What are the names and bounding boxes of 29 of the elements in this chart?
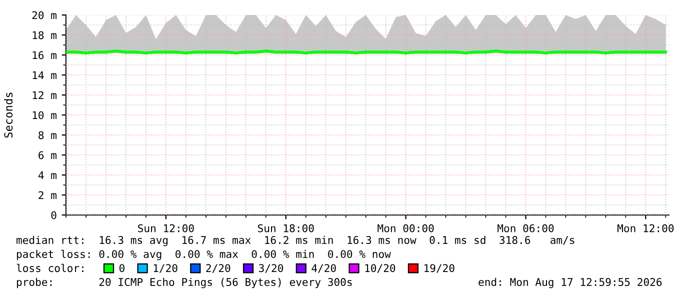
text: packet loss: 0.00 % avg 0.00 % max 0.00 % min 0.00 % now (16, 250, 391, 260)
y-tick-label: 20 m (32, 11, 56, 20)
legend-label: 19/20 (424, 264, 454, 273)
y-tick-label: 18 m (32, 31, 56, 40)
x-tick-label: Mon 06:00 (498, 224, 554, 232)
x-tick-label: Mon 12:00 (618, 224, 674, 232)
y-tick-label: 4 m (38, 171, 56, 180)
y-tick-label: 8 m (38, 131, 56, 140)
legend-label: 3/20 (259, 264, 284, 273)
y-tick-label: 12 m (32, 91, 56, 100)
legend-label: 1/20 (154, 264, 178, 273)
legend-label: 4/20 (312, 264, 336, 273)
text: probe: 20 ICMP Echo Pings (56 Bytes) every 300s (16, 278, 352, 288)
x-tick-label: Mon 00:00 (378, 224, 434, 232)
legend-title: loss color: (16, 264, 84, 272)
y-axis-title: Seconds (4, 92, 13, 138)
x-tick-label: Sun 18:00 (258, 224, 314, 232)
x-tick-label: Sun 12:00 (138, 224, 194, 232)
y-tick-label: 16 m (32, 51, 56, 60)
y-tick-label: 6 m (38, 151, 56, 160)
legend-label: 0 (119, 264, 124, 272)
y-tick-label: 10 m (32, 111, 56, 120)
y-tick-label: 2 m (38, 191, 56, 200)
legend-label: 2/20 (206, 264, 230, 273)
y-tick-label: 14 m (32, 71, 56, 80)
text: end: Mon Aug 17 12:59:55 2026 (478, 278, 662, 288)
y-tick-label: 0 (51, 211, 56, 220)
legend-label: 10/20 (365, 264, 396, 273)
text: median rtt: 16.3 ms avg 16.7 ms max 16.2 ms min 16.3 ms now 0.1 ms sd 318.6 am/s (16, 236, 574, 246)
